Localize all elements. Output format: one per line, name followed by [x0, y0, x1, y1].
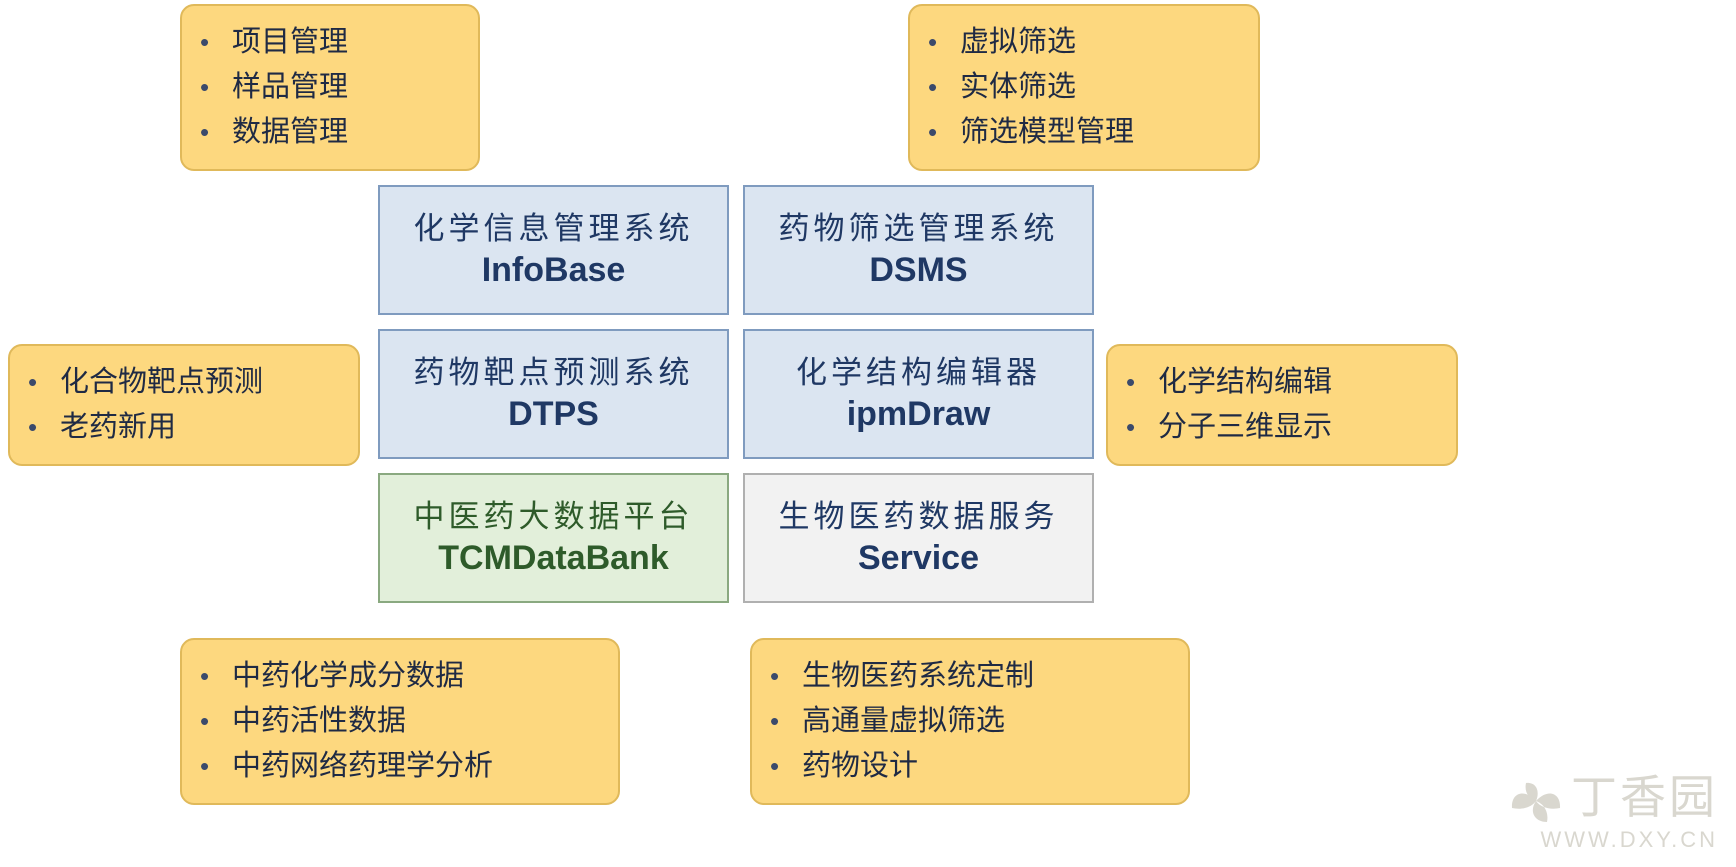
box-title-en: TCMDataBank [438, 537, 668, 580]
box-title-zh: 化学结构编辑器 [796, 353, 1041, 393]
bullet-icon: • [28, 407, 60, 447]
callout-item-text: 中药网络药理学分析 [232, 744, 493, 789]
bullet-icon: • [200, 67, 232, 107]
bullet-icon: • [200, 656, 232, 696]
box-title-en: InfoBase [482, 249, 626, 292]
callout-item-text: 化合物靶点预测 [60, 360, 263, 405]
callout-item-text: 样品管理 [232, 65, 348, 110]
box-title-en: DSMS [869, 249, 967, 292]
callout-item-text: 化学结构编辑 [1158, 360, 1332, 405]
leaf-icon [1509, 778, 1563, 824]
watermark-url: WWW.DXY.CN [1509, 827, 1718, 853]
callout-item-text: 项目管理 [232, 20, 348, 65]
bullet-icon: • [928, 22, 960, 62]
callout-item: •老药新用 [28, 405, 336, 450]
bullet-icon: • [770, 746, 802, 786]
callout-item: •化合物靶点预测 [28, 360, 336, 405]
watermark: 丁香园 WWW.DXY.CN [1509, 761, 1718, 853]
box-title-zh: 药物靶点预测系统 [414, 353, 694, 393]
box-title-en: Service [858, 537, 979, 580]
bullet-icon: • [928, 112, 960, 152]
box-title-zh: 药物筛选管理系统 [779, 209, 1059, 249]
callout-item: •分子三维显示 [1126, 405, 1434, 450]
callout-item: •数据管理 [200, 110, 456, 155]
callout-item: •中药化学成分数据 [200, 654, 596, 699]
callout-item: •化学结构编辑 [1126, 360, 1434, 405]
box-ipmdraw: 化学结构编辑器 ipmDraw [743, 329, 1094, 459]
box-title-en: DTPS [508, 393, 599, 436]
callout-item-text: 生物医药系统定制 [802, 654, 1034, 699]
callout-item: •药物设计 [770, 744, 1166, 789]
box-title-zh: 中医药大数据平台 [414, 497, 694, 537]
box-service: 生物医药数据服务 Service [743, 473, 1094, 603]
box-title-zh: 化学信息管理系统 [414, 209, 694, 249]
callout-item: •虚拟筛选 [928, 20, 1236, 65]
system-diagram: 化学信息管理系统 InfoBase 药物筛选管理系统 DSMS 药物靶点预测系统… [0, 0, 1736, 867]
callout-item-text: 高通量虚拟筛选 [802, 699, 1005, 744]
box-dsms: 药物筛选管理系统 DSMS [743, 185, 1094, 315]
bullet-icon: • [28, 362, 60, 402]
box-tcmdatabank: 中医药大数据平台 TCMDataBank [378, 473, 729, 603]
callout-item: •样品管理 [200, 65, 456, 110]
callout-item-text: 虚拟筛选 [960, 20, 1076, 65]
callout-item-text: 老药新用 [60, 405, 176, 450]
bullet-icon: • [200, 746, 232, 786]
box-infobase: 化学信息管理系统 InfoBase [378, 185, 729, 315]
bullet-icon: • [1126, 407, 1158, 447]
bullet-icon: • [770, 701, 802, 741]
watermark-brand-text: 丁香园 [1571, 771, 1718, 823]
callout-item-text: 药物设计 [802, 744, 918, 789]
callout-item-text: 筛选模型管理 [960, 110, 1134, 155]
callout-item: •高通量虚拟筛选 [770, 699, 1166, 744]
bullet-icon: • [1126, 362, 1158, 402]
bullet-icon: • [200, 112, 232, 152]
callout-item: •生物医药系统定制 [770, 654, 1166, 699]
systems-grid: 化学信息管理系统 InfoBase 药物筛选管理系统 DSMS 药物靶点预测系统… [378, 185, 1094, 603]
bullet-icon: • [928, 67, 960, 107]
callout-ipmdraw: •化学结构编辑•分子三维显示 [1106, 344, 1458, 466]
box-title-en: ipmDraw [847, 393, 991, 436]
box-title-zh: 生物医药数据服务 [779, 497, 1059, 537]
callout-item-text: 中药活性数据 [232, 699, 406, 744]
callout-item: •筛选模型管理 [928, 110, 1236, 155]
callout-item-text: 分子三维显示 [1158, 405, 1332, 450]
callout-item: •项目管理 [200, 20, 456, 65]
callout-item: •中药活性数据 [200, 699, 596, 744]
bullet-icon: • [770, 656, 802, 696]
callout-item: •中药网络药理学分析 [200, 744, 596, 789]
callout-item: •实体筛选 [928, 65, 1236, 110]
bullet-icon: • [200, 22, 232, 62]
bullet-icon: • [200, 701, 232, 741]
watermark-brand: 丁香园 [1509, 761, 1718, 827]
callout-tcmdatabank: •中药化学成分数据•中药活性数据•中药网络药理学分析 [180, 638, 620, 805]
callout-infobase: •项目管理•样品管理•数据管理 [180, 4, 480, 171]
box-dtps: 药物靶点预测系统 DTPS [378, 329, 729, 459]
callout-service: •生物医药系统定制•高通量虚拟筛选•药物设计 [750, 638, 1190, 805]
callout-item-text: 中药化学成分数据 [232, 654, 464, 699]
callout-item-text: 实体筛选 [960, 65, 1076, 110]
callout-item-text: 数据管理 [232, 110, 348, 155]
callout-dsms: •虚拟筛选•实体筛选•筛选模型管理 [908, 4, 1260, 171]
callout-dtps: •化合物靶点预测•老药新用 [8, 344, 360, 466]
